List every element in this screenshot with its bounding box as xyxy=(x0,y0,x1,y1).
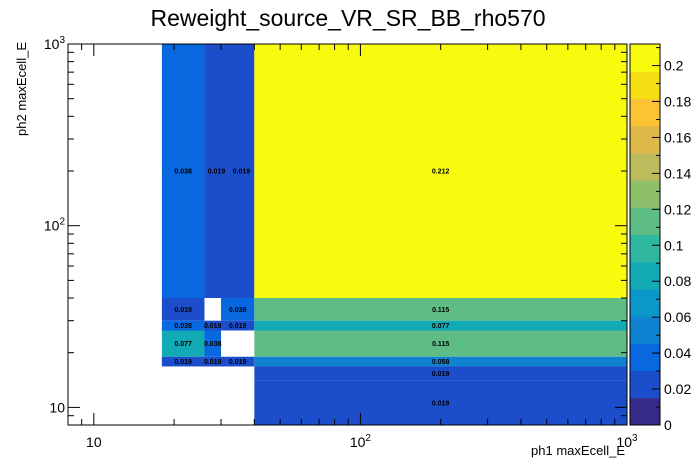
colorbar-tick-label: 0.2 xyxy=(664,58,684,74)
cell-value-label: 0.019 xyxy=(204,323,222,330)
axes: 10 102 103 10 102 103 xyxy=(44,35,638,450)
colorbar-band xyxy=(630,207,660,235)
cell-value-label: 0.038 xyxy=(174,323,192,330)
cell-value-label: 0.019 xyxy=(174,359,192,366)
heatmap-cell xyxy=(161,44,205,298)
heatmap-cell xyxy=(221,298,255,321)
heatmap-cell xyxy=(254,366,628,381)
heatmap-cell xyxy=(254,298,628,321)
heatmap-cell xyxy=(161,356,205,367)
heatmap-cells xyxy=(161,44,628,425)
colorbar-band xyxy=(630,71,660,99)
heatmap-cell xyxy=(161,298,205,321)
cell-value-label: 0.019 xyxy=(432,400,450,407)
heatmap-cell xyxy=(254,356,628,367)
heatmap-cell xyxy=(204,356,222,367)
cell-value-label: 0.115 xyxy=(432,341,449,348)
colorbar-tick-label: 0.08 xyxy=(664,273,691,289)
colorbar-band xyxy=(630,316,660,344)
colorbar-band xyxy=(630,288,660,317)
cell-value-label: 0.038 xyxy=(229,307,247,314)
cell-value-label: 0.019 xyxy=(229,359,247,366)
heatmap-cell xyxy=(254,44,628,298)
heatmap-cell xyxy=(254,380,628,425)
colorbar-tick-label: 0.14 xyxy=(664,165,691,181)
cell-value-label: 0.058 xyxy=(432,359,450,366)
cell-value-label: 0.212 xyxy=(432,169,450,176)
heatmap-cell xyxy=(204,320,222,331)
y-tick-label: 10 xyxy=(49,399,65,415)
heatmap-cell xyxy=(254,320,628,331)
cell-value-label: 0.077 xyxy=(432,323,450,330)
colorbar-band xyxy=(630,397,660,426)
chart-title: Reweight_source_VR_SR_BB_rho570 xyxy=(150,5,545,31)
y-axis-label: ph2 maxEcell_E xyxy=(14,42,29,136)
colorbar: 0 0.02 0.04 0.06 0.08 0.1 0.12 0.14 0.16 0.18 0.2 xyxy=(629,43,691,433)
cell-value-label: 0.019 xyxy=(174,307,192,314)
colorbar-band xyxy=(630,44,660,72)
cell-value-label: 0.019 xyxy=(432,371,450,378)
cell-value-label: 0.019 xyxy=(204,359,222,366)
colorbar-band xyxy=(630,234,660,263)
colorbar-tick-label: 0.1 xyxy=(664,237,684,253)
heatmap-cell xyxy=(204,330,222,357)
heatmap-cell xyxy=(221,320,255,331)
heatmap-cell xyxy=(228,44,255,298)
cell-value-labels: 0.038 0.019 0.019 0.212 0.019 0.038 0.115 0.038… xyxy=(174,169,449,408)
colorbar-tick-label: 0.16 xyxy=(664,129,691,145)
colorbar-tick-label: 0.12 xyxy=(664,201,691,217)
colorbar-tick-label: 0 xyxy=(664,417,672,433)
colorbar-frame xyxy=(629,43,661,426)
colorbar-band xyxy=(630,98,660,127)
x-tick-label: 102 xyxy=(350,433,372,450)
heatmap-cell xyxy=(221,356,255,367)
cell-value-label: 0.038 xyxy=(204,341,222,348)
colorbar-band xyxy=(630,343,660,372)
heatmap-cell xyxy=(254,330,628,357)
colorbar-band xyxy=(630,261,660,290)
cell-value-label: 0.019 xyxy=(208,169,226,176)
colorbar-band xyxy=(630,370,660,399)
colorbar-band xyxy=(630,125,660,154)
heatmap-cell xyxy=(204,44,229,298)
cell-value-label: 0.115 xyxy=(432,307,449,314)
cell-value-label: 0.019 xyxy=(233,169,251,176)
heatmap-cell xyxy=(161,320,205,331)
cell-value-label: 0.019 xyxy=(229,323,247,330)
colorbar-tick-label: 0.06 xyxy=(664,309,691,325)
y-tick-label: 102 xyxy=(44,217,66,234)
heatmap-cell xyxy=(161,330,205,357)
x-tick-label: 10 xyxy=(86,434,102,450)
cell-value-label: 0.038 xyxy=(174,169,192,176)
x-axis-label: ph1 maxEcell_E xyxy=(531,443,625,458)
colorbar-band xyxy=(630,180,660,208)
x-tick-label: 103 xyxy=(616,433,638,450)
colorbar-band xyxy=(630,152,660,181)
y-tick-label: 103 xyxy=(44,35,66,52)
colorbar-tick-label: 0.02 xyxy=(664,381,691,397)
colorbar-tick-label: 0.04 xyxy=(664,345,691,361)
cell-value-label: 0.077 xyxy=(174,341,192,348)
colorbar-tick-label: 0.18 xyxy=(664,94,691,110)
